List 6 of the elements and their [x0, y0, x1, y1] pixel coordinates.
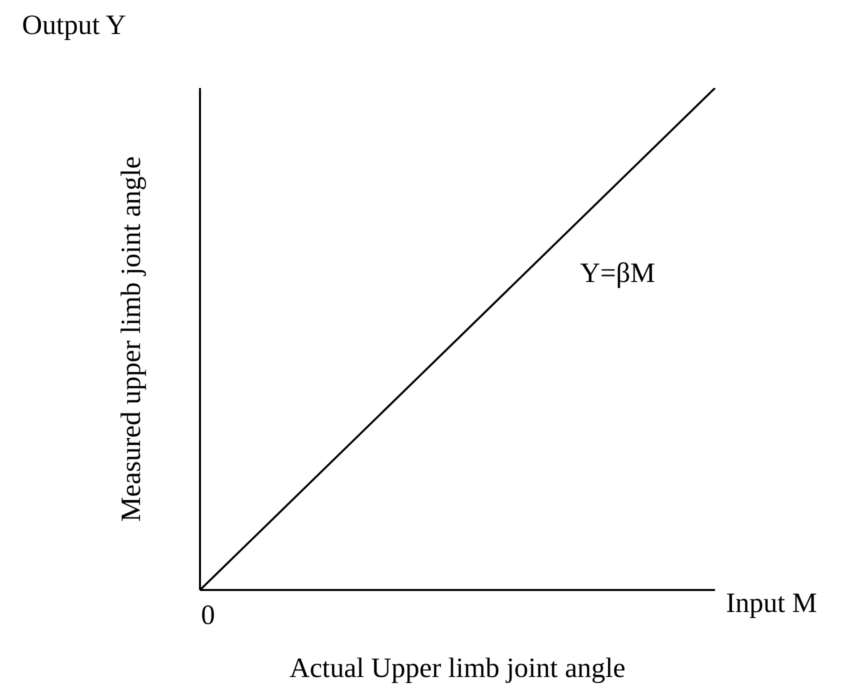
x-axis-title: Actual Upper limb joint angle [290, 653, 626, 684]
text: 0 [201, 600, 215, 632]
annotation: Input M [726, 588, 817, 620]
annotation: Y=βM [580, 258, 656, 290]
text: Output Y [22, 10, 126, 42]
y-axis-title: Measured upper limb joint angle [116, 156, 147, 522]
